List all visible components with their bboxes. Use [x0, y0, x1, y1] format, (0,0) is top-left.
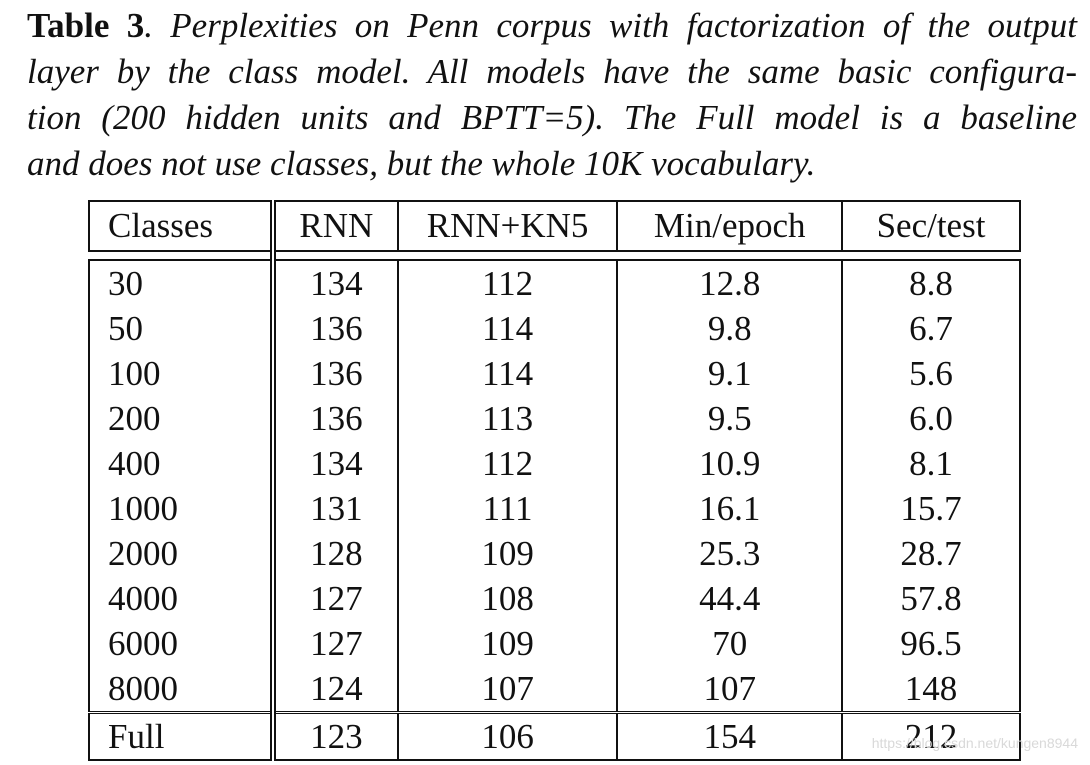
table-row: 30 134 112 12.8 8.8 [88, 259, 1021, 306]
cell-classes: 8000 [88, 666, 276, 713]
cell-classes: 200 [88, 396, 276, 441]
table-row: 4000 127 108 44.4 57.8 [88, 576, 1021, 621]
cell-rnn-kn5: 112 [396, 441, 619, 486]
cell-rnn-kn5: 114 [396, 306, 619, 351]
results-table: Classes RNN RNN+KN5 Min/epoch Sec/test 3… [88, 200, 1021, 761]
cell-rnn-kn5: 108 [396, 576, 619, 621]
cell-classes: Full [88, 711, 276, 761]
cell-min-epoch: 9.5 [616, 396, 844, 441]
cell-rnn-kn5: 109 [396, 531, 619, 576]
cell-classes: 2000 [88, 531, 276, 576]
table-row-full-baseline: Full 123 106 154 212 [88, 711, 1021, 761]
gap-cell [617, 251, 842, 260]
gap-cell [842, 251, 1020, 260]
caption-line-1: Table 3. Perplexities on Penn corpus wit… [27, 3, 1077, 49]
cell-rnn-kn5: 112 [396, 259, 619, 306]
cell-rnn-kn5: 111 [396, 486, 619, 531]
cell-min-epoch: 9.1 [616, 351, 844, 396]
cell-sec-test: 6.0 [841, 396, 1021, 441]
cell-rnn-kn5: 109 [396, 621, 619, 666]
header-classes: Classes [88, 201, 276, 251]
cell-sec-test: 57.8 [841, 576, 1021, 621]
cell-rnn: 127 [271, 621, 399, 666]
cell-rnn: 124 [271, 666, 399, 713]
cell-min-epoch: 154 [616, 711, 844, 761]
header-sec-test: Sec/test [841, 201, 1021, 251]
cell-rnn-kn5: 113 [396, 396, 619, 441]
caption-label: Table 3 [27, 6, 145, 45]
table-row: 50 136 114 9.8 6.7 [88, 306, 1021, 351]
table-row: 200 136 113 9.5 6.0 [88, 396, 1021, 441]
cell-sec-test: 8.8 [841, 259, 1021, 306]
cell-rnn: 127 [271, 576, 399, 621]
cell-rnn: 136 [271, 351, 399, 396]
cell-rnn: 136 [271, 396, 399, 441]
gap-cell [398, 251, 618, 260]
cell-min-epoch: 9.8 [616, 306, 844, 351]
cell-sec-test: 212 [841, 711, 1021, 761]
cell-classes: 30 [88, 259, 276, 306]
gap-cell [273, 251, 398, 260]
header-rnn: RNN [271, 201, 399, 251]
table-caption: Table 3. Perplexities on Penn corpus wit… [27, 3, 1077, 187]
cell-sec-test: 148 [841, 666, 1021, 713]
cell-min-epoch: 107 [616, 666, 844, 713]
cell-rnn: 134 [271, 441, 399, 486]
header-min-epoch: Min/epoch [616, 201, 844, 251]
cell-min-epoch: 44.4 [616, 576, 844, 621]
cell-classes: 100 [88, 351, 276, 396]
header-rnn-kn5: RNN+KN5 [396, 201, 619, 251]
table-header-row: Classes RNN RNN+KN5 Min/epoch Sec/test [88, 201, 1021, 251]
caption-line-1-text: . Perplexities on Penn corpus with facto… [144, 6, 1077, 45]
cell-classes: 6000 [88, 621, 276, 666]
caption-line-4: and does not use classes, but the whole … [27, 144, 816, 183]
cell-min-epoch: 10.9 [616, 441, 844, 486]
table-row: 100 136 114 9.1 5.6 [88, 351, 1021, 396]
cell-sec-test: 96.5 [841, 621, 1021, 666]
cell-classes: 50 [88, 306, 276, 351]
caption-line-2: layer by the class model. All models hav… [27, 52, 1077, 91]
gap-cell [89, 251, 276, 260]
cell-sec-test: 6.7 [841, 306, 1021, 351]
cell-min-epoch: 25.3 [616, 531, 844, 576]
table-row: 400 134 112 10.9 8.1 [88, 441, 1021, 486]
cell-min-epoch: 16.1 [616, 486, 844, 531]
cell-rnn-kn5: 107 [396, 666, 619, 713]
cell-sec-test: 15.7 [841, 486, 1021, 531]
table-row: 1000 131 111 16.1 15.7 [88, 486, 1021, 531]
cell-classes: 1000 [88, 486, 276, 531]
table-row: 6000 127 109 70 96.5 [88, 621, 1021, 666]
cell-min-epoch: 70 [616, 621, 844, 666]
cell-rnn: 134 [271, 259, 399, 306]
table-row: 2000 128 109 25.3 28.7 [88, 531, 1021, 576]
cell-rnn: 136 [271, 306, 399, 351]
table-row: 8000 124 107 107 148 [88, 666, 1021, 713]
cell-rnn: 123 [271, 711, 399, 761]
cell-rnn-kn5: 106 [396, 711, 619, 761]
cell-min-epoch: 12.8 [616, 259, 844, 306]
cell-sec-test: 28.7 [841, 531, 1021, 576]
cell-sec-test: 8.1 [841, 441, 1021, 486]
header-gap [89, 251, 1020, 260]
cell-sec-test: 5.6 [841, 351, 1021, 396]
cell-rnn: 128 [271, 531, 399, 576]
cell-classes: 400 [88, 441, 276, 486]
caption-line-3: tion (200 hidden units and BPTT=5). The … [27, 98, 1077, 137]
cell-classes: 4000 [88, 576, 276, 621]
cell-rnn: 131 [271, 486, 399, 531]
cell-rnn-kn5: 114 [396, 351, 619, 396]
watermark: https://blog.csdn.net/kungen8944 [871, 735, 1078, 751]
